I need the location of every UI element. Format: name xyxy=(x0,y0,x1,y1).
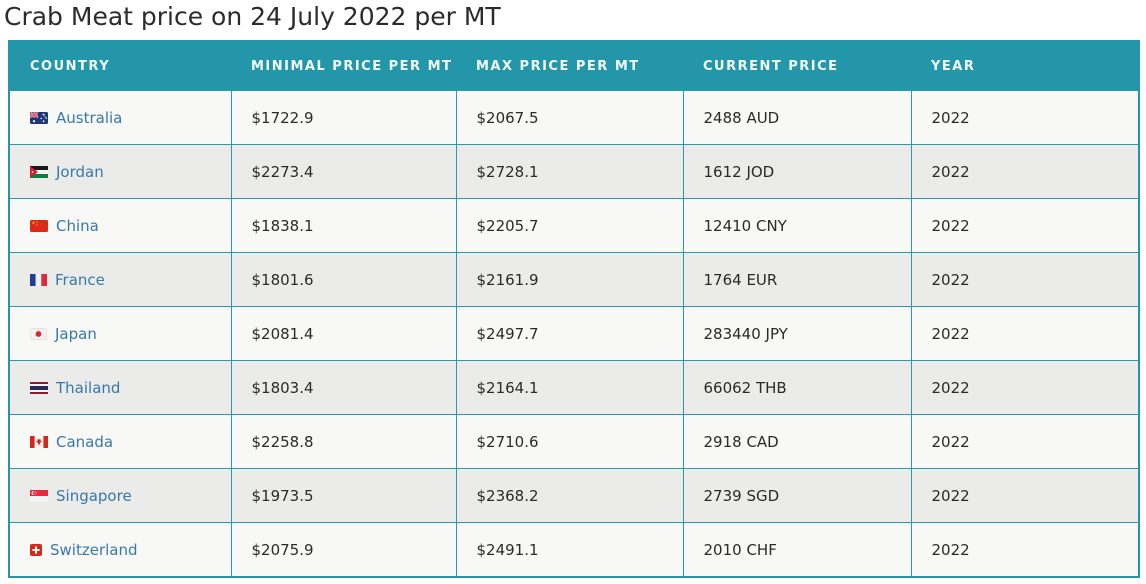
year-cell: 2022 xyxy=(910,198,1140,254)
country-link[interactable]: Switzerland xyxy=(50,540,138,559)
page-title: Crab Meat price on 24 July 2022 per MT xyxy=(4,2,501,31)
year-cell: 2022 xyxy=(910,468,1140,524)
country-link[interactable]: Japan xyxy=(55,324,97,343)
table-row: Canada $2258.8 $2710.6 2918 CAD 2022 xyxy=(8,414,1140,470)
country-link[interactable]: China xyxy=(56,216,99,235)
current-price-cell: 2010 CHF xyxy=(682,522,912,578)
table-row: Japan $2081.4 $2497.7 283440 JPY 2022 xyxy=(8,306,1140,362)
jordan-flag-icon xyxy=(30,165,48,178)
max-price-cell: $2161.9 xyxy=(455,252,684,308)
current-price-cell: 2488 AUD xyxy=(682,90,912,146)
table-row: Switzerland $2075.9 $2491.1 2010 CHF 2022 xyxy=(8,522,1140,578)
current-price-cell: 12410 CNY xyxy=(682,198,912,254)
australia-flag-icon xyxy=(30,111,48,124)
year-cell: 2022 xyxy=(910,360,1140,416)
year-cell: 2022 xyxy=(910,144,1140,200)
column-header-current-price: Current price xyxy=(683,41,911,91)
country-cell: Jordan xyxy=(8,144,232,200)
year-cell: 2022 xyxy=(910,306,1140,362)
table-body: Australia $1722.9 $2067.5 2488 AUD 2022 Jorda… xyxy=(8,90,1140,578)
japan-flag-icon xyxy=(30,327,47,340)
canada-flag-icon xyxy=(30,435,48,448)
thailand-flag-icon xyxy=(30,381,48,394)
country-cell: Canada xyxy=(8,414,232,470)
country-link[interactable]: Thailand xyxy=(56,378,121,397)
max-price-cell: $2067.5 xyxy=(455,90,684,146)
year-cell: 2022 xyxy=(910,522,1140,578)
year-cell: 2022 xyxy=(910,90,1140,146)
country-link[interactable]: Canada xyxy=(56,432,114,451)
column-header-year: Year xyxy=(911,41,1139,91)
min-price-cell: $1973.5 xyxy=(230,468,457,524)
table-row: Thailand $1803.4 $2164.1 66062 THB 2022 xyxy=(8,360,1140,416)
min-price-cell: $2273.4 xyxy=(230,144,457,200)
max-price-cell: $2368.2 xyxy=(455,468,684,524)
country-cell: China xyxy=(8,198,232,254)
switzerland-flag-icon xyxy=(30,543,42,556)
current-price-cell: 283440 JPY xyxy=(682,306,912,362)
min-price-cell: $1801.6 xyxy=(230,252,457,308)
country-cell: Switzerland xyxy=(8,522,232,578)
china-flag-icon xyxy=(30,219,48,232)
table-row: Jordan $2273.4 $2728.1 1612 JOD 2022 xyxy=(8,144,1140,200)
max-price-cell: $2497.7 xyxy=(455,306,684,362)
table-row: Australia $1722.9 $2067.5 2488 AUD 2022 xyxy=(8,90,1140,146)
country-cell: Thailand xyxy=(8,360,232,416)
country-link[interactable]: France xyxy=(55,270,105,289)
country-cell: Singapore xyxy=(8,468,232,524)
min-price-cell: $1838.1 xyxy=(230,198,457,254)
country-link[interactable]: Singapore xyxy=(56,486,132,505)
max-price-cell: $2710.6 xyxy=(455,414,684,470)
max-price-cell: $2491.1 xyxy=(455,522,684,578)
current-price-cell: 1612 JOD xyxy=(682,144,912,200)
table-row: Singapore $1973.5 $2368.2 2739 SGD 2022 xyxy=(8,468,1140,524)
country-link[interactable]: Jordan xyxy=(56,162,104,181)
france-flag-icon xyxy=(30,273,47,286)
column-header-max-price: Max price per MT xyxy=(456,41,683,91)
header-row: Country Minimal price per MT Max price p… xyxy=(9,41,1139,91)
country-cell: Australia xyxy=(8,90,232,146)
max-price-cell: $2164.1 xyxy=(455,360,684,416)
table-row: France $1801.6 $2161.9 1764 EUR 2022 xyxy=(8,252,1140,308)
min-price-cell: $2258.8 xyxy=(230,414,457,470)
max-price-cell: $2205.7 xyxy=(455,198,684,254)
column-header-min-price: Minimal price per MT xyxy=(231,41,456,91)
country-cell: Japan xyxy=(8,306,232,362)
current-price-cell: 66062 THB xyxy=(682,360,912,416)
singapore-flag-icon xyxy=(30,489,48,502)
min-price-cell: $1803.4 xyxy=(230,360,457,416)
year-cell: 2022 xyxy=(910,414,1140,470)
country-link[interactable]: Australia xyxy=(56,108,123,127)
year-cell: 2022 xyxy=(910,252,1140,308)
current-price-cell: 1764 EUR xyxy=(682,252,912,308)
min-price-cell: $2075.9 xyxy=(230,522,457,578)
column-header-country: Country xyxy=(9,41,231,91)
current-price-cell: 2739 SGD xyxy=(682,468,912,524)
country-cell: France xyxy=(8,252,232,308)
current-price-cell: 2918 CAD xyxy=(682,414,912,470)
min-price-cell: $2081.4 xyxy=(230,306,457,362)
max-price-cell: $2728.1 xyxy=(455,144,684,200)
price-table: Country Minimal price per MT Max price p… xyxy=(8,40,1140,579)
table-header: Country Minimal price per MT Max price p… xyxy=(9,41,1139,91)
min-price-cell: $1722.9 xyxy=(230,90,457,146)
table-row: China $1838.1 $2205.7 12410 CNY 2022 xyxy=(8,198,1140,254)
